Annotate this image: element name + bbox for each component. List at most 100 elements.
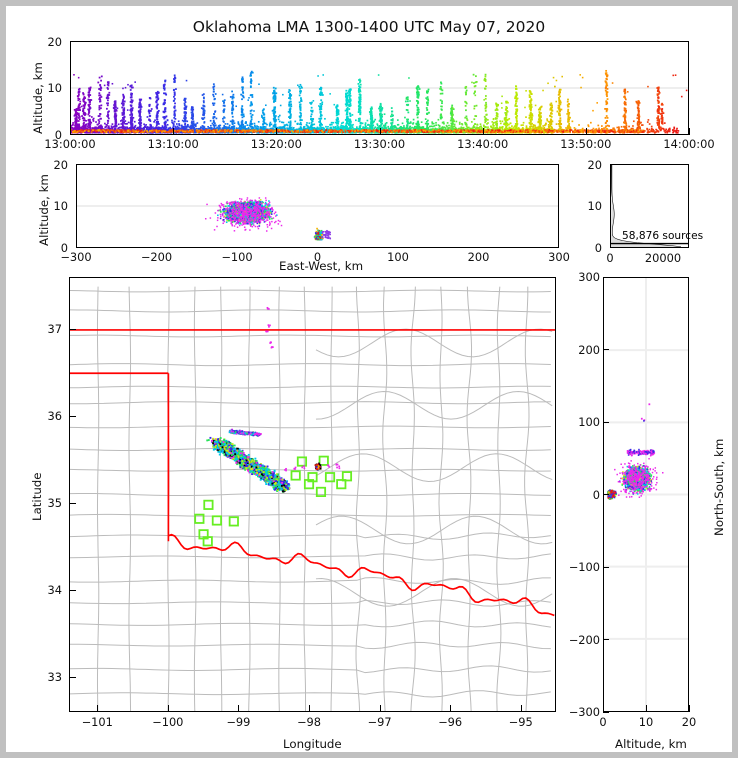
- panel5-ytick-1: −200: [558, 633, 600, 647]
- map-plot: [70, 286, 555, 711]
- map-xlabel: Longitude: [283, 737, 342, 751]
- panel3-xtick-0: 0: [606, 251, 613, 265]
- map-xtick-6: −95: [509, 715, 533, 729]
- panel2-ytick-20: 20: [48, 158, 69, 172]
- panel1-xtickmark: [70, 128, 71, 135]
- panel5-ytick-4: 100: [558, 415, 600, 429]
- map-ytickmark: [69, 415, 76, 417]
- panel5-xtickmark: [646, 705, 647, 712]
- map-ytick-35: 35: [42, 496, 63, 510]
- panel3-ytick-0: 0: [582, 241, 602, 255]
- panel2-xtick-6: 300: [548, 250, 570, 264]
- map-ytickmark: [69, 328, 76, 330]
- panel5-ytickmark: [603, 494, 609, 495]
- panel2-xtick-1: −200: [141, 250, 172, 264]
- map-xtickmark: [97, 705, 99, 712]
- panel1-xtick-0: 13:00:00: [44, 137, 95, 151]
- map-ytickmark: [69, 589, 76, 591]
- panel1-xtickmark: [276, 128, 278, 135]
- panel5-ytick-2: −100: [558, 560, 600, 574]
- map-xtick-3: −98: [297, 715, 321, 729]
- lma-station-marker: [341, 471, 353, 482]
- map-xtickmark: [450, 705, 452, 712]
- panel5-ylabel: North-South, km: [712, 439, 726, 536]
- map-xtick-1: −100: [152, 715, 183, 729]
- panel5-xtick-0: 0: [599, 715, 606, 729]
- panel-eastwest-altitude: [76, 164, 559, 248]
- lma-station-marker: [296, 456, 308, 467]
- panel5-ytickmark: [603, 421, 609, 423]
- panel2-ytick-10: 10: [48, 199, 69, 213]
- map-xtickmark: [520, 705, 522, 712]
- panel5-ytick-6: 300: [558, 270, 600, 284]
- lma-station-marker: [194, 513, 205, 524]
- panel1-xtick-3: 13:30:00: [354, 137, 405, 151]
- panel1-xtick-6: 14:00:00: [663, 137, 714, 151]
- panel5-xtick-1: 10: [639, 715, 654, 729]
- lma-station-marker: [336, 479, 347, 490]
- panel-map-plan-view: [69, 277, 556, 712]
- map-ytickmark: [69, 502, 76, 504]
- panel5-ytickmark: [603, 711, 609, 713]
- panel2-xtick-2: −100: [221, 250, 252, 264]
- map-ytick-33: 33: [42, 670, 63, 684]
- panel1-xtick-5: 13:50:00: [560, 137, 611, 151]
- panel1-xtickmark: [585, 128, 587, 135]
- panel5-ytick-5: 200: [558, 343, 600, 357]
- map-xtick-0: −101: [82, 715, 113, 729]
- lma-station-marker: [228, 516, 239, 527]
- map-ytick-37: 37: [42, 322, 63, 336]
- map-xtickmark: [167, 705, 169, 712]
- panel-altitude-histogram: [610, 164, 689, 248]
- map-xtickmark: [238, 705, 240, 712]
- panel1-ytick-0: 0: [42, 128, 62, 142]
- map-xtickmark: [379, 705, 381, 712]
- lma-station-marker: [203, 499, 214, 510]
- panel1-xtickmark: [689, 128, 690, 135]
- panel3-ytick-20: 20: [582, 158, 603, 172]
- altitude-northsouth-plot: [604, 278, 688, 711]
- panel5-ytick-0: −300: [558, 705, 600, 719]
- lma-figure: Oklahoma LMA 1300-1400 UTC May 07, 2020 …: [6, 6, 732, 752]
- panel1-ytick-20: 20: [42, 35, 63, 49]
- map-ytick-36: 36: [42, 409, 63, 423]
- panel1-ytick-10: 10: [42, 81, 63, 95]
- panel5-xtick-2: 20: [682, 715, 697, 729]
- panel2-xtick-4: 100: [387, 250, 409, 264]
- figure-title: Oklahoma LMA 1300-1400 UTC May 07, 2020: [6, 18, 732, 36]
- panel5-ytickmark: [603, 349, 609, 350]
- map-xtickmark: [308, 705, 310, 712]
- source-count-annotation: 58,876 sources: [622, 230, 703, 242]
- panel5-xtickmark: [603, 705, 604, 712]
- map-xtick-5: −96: [438, 715, 462, 729]
- panel2-ytick-0: 0: [48, 241, 68, 255]
- panel5-ytickmark: [603, 276, 609, 278]
- map-ytickmark: [69, 676, 76, 678]
- lma-station-marker: [324, 472, 336, 483]
- panel3-ytick-10: 10: [582, 199, 603, 213]
- lma-station-marker: [303, 479, 315, 490]
- panel1-xtickmark: [379, 128, 381, 135]
- panel5-ytickmark: [603, 566, 609, 568]
- panel1-xtick-2: 13:20:00: [251, 137, 302, 151]
- panel1-xtickmark: [173, 128, 175, 135]
- panel5-ytickmark: [603, 639, 609, 640]
- panel1-xtick-1: 13:10:00: [148, 137, 199, 151]
- lma-station-marker: [318, 455, 329, 466]
- panel2-xlabel: East-West, km: [279, 259, 363, 273]
- lma-station-marker: [202, 536, 213, 547]
- panel5-xlabel: Altitude, km: [615, 737, 687, 751]
- panel-altitude-northsouth: [603, 277, 689, 712]
- lma-station-marker: [211, 515, 222, 526]
- lma-station-marker: [315, 486, 327, 497]
- map-xtick-2: −99: [226, 715, 250, 729]
- map-xtick-4: −97: [368, 715, 392, 729]
- map-ytick-34: 34: [42, 583, 63, 597]
- panel2-xtick-5: 200: [468, 250, 490, 264]
- panel2-xtick-3: 0: [314, 250, 321, 264]
- panel1-xtickmark: [482, 128, 484, 135]
- eastwest-altitude-plot: [77, 197, 558, 241]
- panel5-xtickmark: [689, 705, 690, 712]
- panel5-ytick-3: 0: [558, 488, 600, 502]
- time-altitude-plot: [71, 69, 688, 134]
